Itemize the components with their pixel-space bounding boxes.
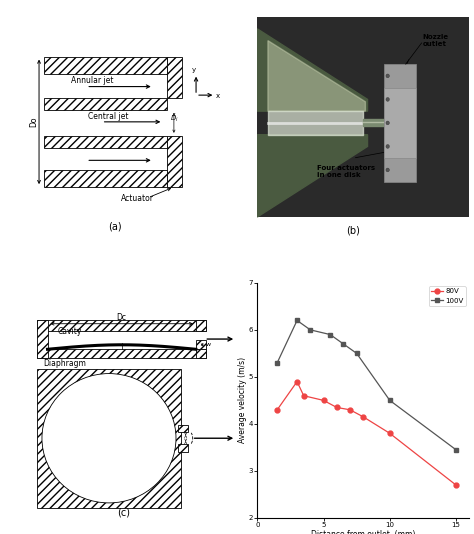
100V <box>294 317 300 324</box>
Text: w: w <box>205 342 210 347</box>
Bar <box>178 425 189 432</box>
Bar <box>37 368 181 508</box>
X-axis label: Distance from outlet  (mm): Distance from outlet (mm) <box>311 530 416 534</box>
Bar <box>384 64 416 182</box>
Text: (b): (b) <box>346 225 360 235</box>
100V <box>354 350 359 357</box>
Bar <box>196 340 207 349</box>
Bar <box>196 349 207 358</box>
100V <box>328 332 333 338</box>
Bar <box>257 17 469 217</box>
Bar <box>44 98 167 110</box>
Text: x: x <box>216 93 220 99</box>
Circle shape <box>386 145 389 148</box>
Text: y: y <box>192 67 196 73</box>
100V <box>341 341 346 347</box>
Bar <box>167 57 182 98</box>
Text: $\bar{D}_i$: $\bar{D}_i$ <box>170 112 179 123</box>
80V <box>294 379 300 385</box>
Bar <box>167 136 182 187</box>
Bar <box>44 170 167 187</box>
Line: 100V: 100V <box>275 318 458 452</box>
80V <box>301 392 307 399</box>
80V <box>274 406 280 413</box>
Line: 80V: 80V <box>275 379 458 488</box>
Text: Actuator: Actuator <box>121 194 154 203</box>
100V <box>274 359 280 366</box>
80V <box>453 482 459 488</box>
100V <box>453 446 459 453</box>
Bar <box>44 57 167 74</box>
Y-axis label: Average velocity (m/s): Average velocity (m/s) <box>238 357 247 443</box>
80V <box>360 414 366 420</box>
Circle shape <box>386 168 389 172</box>
Text: Cavity: Cavity <box>58 327 82 336</box>
80V <box>334 404 340 411</box>
Text: (a): (a) <box>109 222 122 232</box>
Bar <box>196 320 207 331</box>
Polygon shape <box>268 41 365 111</box>
Text: Nozzle
outlet: Nozzle outlet <box>423 34 449 46</box>
Text: (c): (c) <box>117 508 130 518</box>
Text: Dc: Dc <box>117 313 127 322</box>
Text: Central jet: Central jet <box>88 112 128 121</box>
Circle shape <box>386 121 389 125</box>
Circle shape <box>386 98 389 101</box>
Circle shape <box>386 74 389 78</box>
Polygon shape <box>257 135 367 217</box>
Polygon shape <box>257 29 367 111</box>
Legend: 80V, 100V: 80V, 100V <box>429 286 466 306</box>
Text: Diaphragm: Diaphragm <box>43 359 86 367</box>
100V <box>387 397 392 404</box>
Bar <box>44 136 167 147</box>
80V <box>347 406 353 413</box>
Circle shape <box>42 374 176 503</box>
Bar <box>37 320 47 358</box>
Bar <box>37 320 207 331</box>
80V <box>387 430 392 436</box>
Text: Do: Do <box>29 116 38 127</box>
Bar <box>178 444 189 452</box>
100V <box>308 327 313 333</box>
Text: Annular jet: Annular jet <box>71 76 113 85</box>
Bar <box>37 349 207 358</box>
80V <box>321 397 327 404</box>
Bar <box>384 88 416 158</box>
Text: Four actuators
in one disk: Four actuators in one disk <box>317 165 375 178</box>
